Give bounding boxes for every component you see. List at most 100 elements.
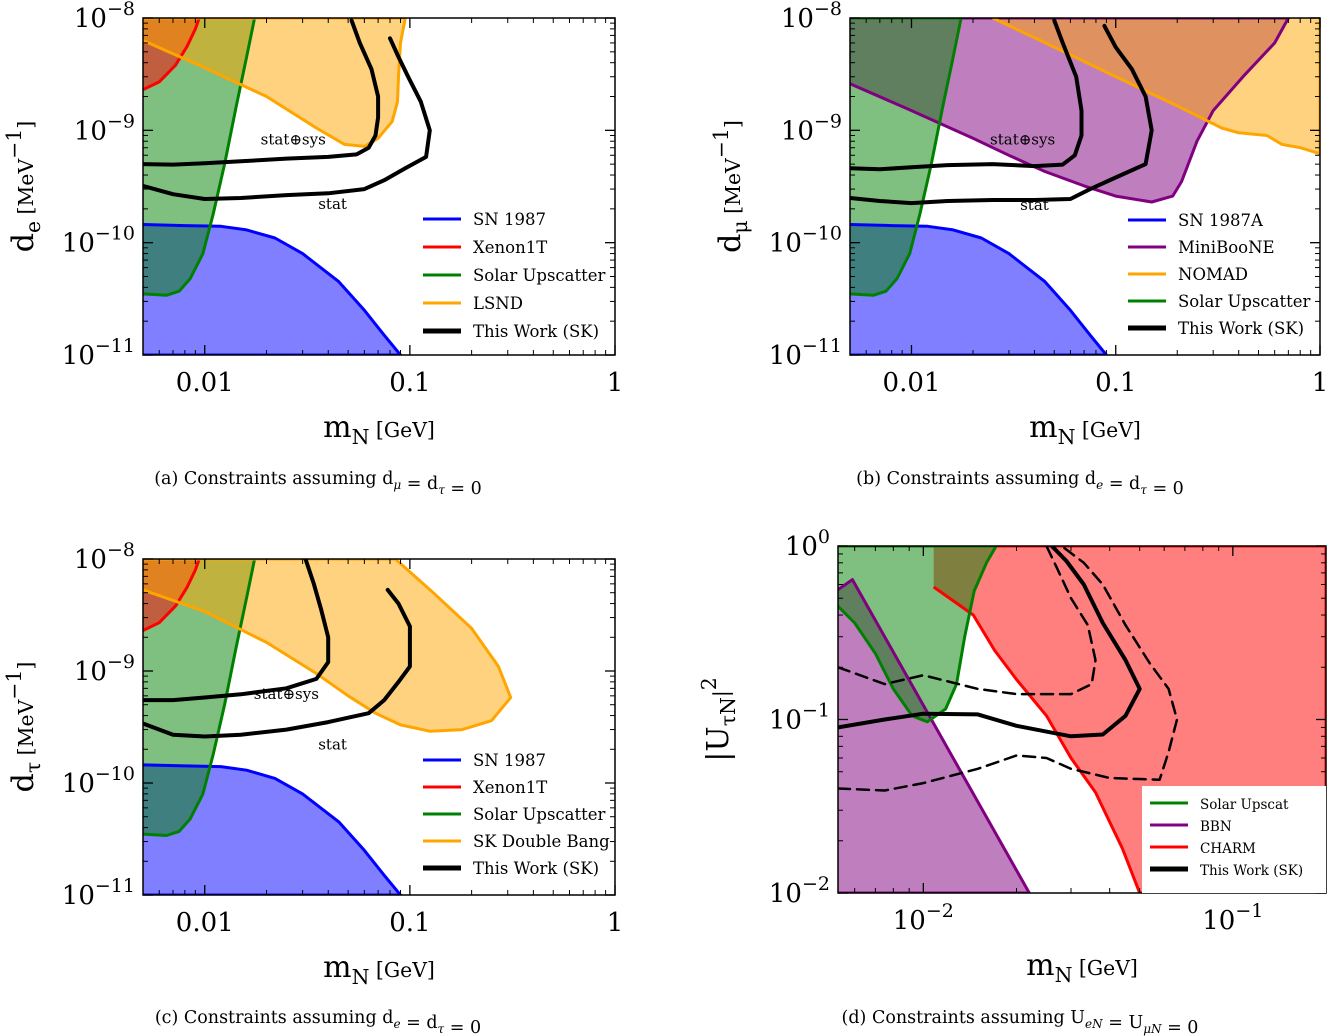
- annotation-stat-sys: stat⊕sys: [254, 685, 319, 703]
- region-edge-solar-upscatter: [143, 18, 257, 297]
- legend-label-sn-1987: SN 1987: [473, 210, 546, 229]
- curve-this-work-sk: [838, 546, 1142, 739]
- plot-frame: [849, 17, 1321, 356]
- legend-label-this-work-sk: This Work (SK): [473, 322, 599, 341]
- region-edge-solar-upscatter: [143, 559, 257, 837]
- legend-label-solar-upscatter: Solar Upscatter: [1178, 292, 1311, 311]
- curve-stat: [850, 23, 1154, 206]
- x-tick-label: 1: [607, 908, 624, 938]
- x-axis-label: mN [GeV]: [1026, 948, 1138, 987]
- curve-this-work-sk-dashed-inner: [838, 546, 1097, 696]
- x-tick-label: 10−1: [1202, 900, 1263, 936]
- legend-label-lsnd: LSND: [473, 294, 523, 313]
- region-edge-sk-double-bang: [143, 559, 513, 733]
- region-edge-xenon1t: [143, 559, 201, 632]
- legend-label-nomad: NOMAD: [1178, 265, 1248, 284]
- legend-label-solar-upscatter: Solar Upscatter: [473, 266, 606, 285]
- legend-label-xenon1t: Xenon1T: [473, 238, 547, 257]
- y-tick-label: 10−10: [769, 223, 842, 259]
- legend-label-miniboone: MiniBooNE: [1178, 238, 1275, 257]
- region-sn-1987: [143, 764, 401, 895]
- y-tick-label: 10−8: [781, 0, 842, 34]
- legend-label-bbn: BBN: [1200, 819, 1232, 835]
- y-axis-label: de [MeV−1]: [2, 121, 45, 252]
- x-tick-label: 0.01: [176, 908, 234, 938]
- y-tick-label: 10−2: [769, 873, 830, 909]
- legend: SN 1987 Xenon1T Solar Upscatter SK Double B…: [423, 751, 610, 878]
- panel-d-chart: 10−2 10−1 10−2 10−1 100 mN [GeV] |UτN|2 Solar U…: [697, 526, 1327, 1036]
- panel-caption: (b) Constraints assuming de = dτ = 0: [856, 469, 1184, 499]
- y-tick-label: 10−10: [62, 223, 135, 259]
- y-axis-label: dτ [MeV−1]: [2, 662, 45, 793]
- curve-stat-sys: [143, 18, 381, 167]
- panel-c-chart: stat⊕sys stat 0.01 0.1 1 10−11 10−10 10−9 10−8 mN…: [2, 539, 623, 1036]
- curve-stat: [143, 587, 412, 739]
- y-axis-label: dμ [MeV−1]: [709, 120, 752, 253]
- y-tick-label: 10−9: [781, 110, 842, 146]
- curve-stat-sys: [850, 18, 1084, 172]
- legend: SN 1987A MiniBooNE NOMAD Solar Upscatter Thi…: [1128, 211, 1311, 338]
- region-sn-1987: [143, 224, 401, 355]
- legend-label-sn-1987: SN 1987: [473, 751, 546, 770]
- region-lsnd: [143, 18, 406, 147]
- x-tick-label: 10−2: [893, 900, 954, 936]
- y-tick-label: 10−11: [62, 335, 135, 371]
- y-tick-label: 10−10: [62, 763, 135, 799]
- annotation-stat: stat: [1020, 196, 1049, 214]
- y-tick-label: 10−8: [74, 0, 135, 34]
- region-nomad: [992, 18, 1320, 154]
- y-tick-label: 10−11: [769, 335, 842, 371]
- panel-caption: (c) Constraints assuming de = dτ = 0: [155, 1008, 481, 1036]
- legend: Solar Upscat BBN CHARM This Work (SK): [1150, 797, 1303, 879]
- panel-a-chart: stat⊕sys stat 0.01 0.1 1 10−11 10−10 10−9 10−8 mN…: [2, 0, 623, 499]
- plot-area: [143, 559, 513, 895]
- region-edge-solar-upscat: [838, 546, 998, 724]
- x-axis-label: mN [GeV]: [323, 950, 435, 989]
- curve-stat-sys: [143, 559, 331, 703]
- legend-label-charm: CHARM: [1200, 841, 1256, 857]
- plot-frame: [142, 17, 616, 356]
- legend-label-solar-upscat: Solar Upscat: [1200, 797, 1289, 813]
- plot-area: [850, 18, 1320, 355]
- x-tick-label: 1: [607, 368, 624, 398]
- region-edge-charm: [932, 546, 1326, 893]
- y-axis-label: |UτN|2: [697, 677, 740, 761]
- y-tick-label: 100: [785, 526, 830, 562]
- plot-frame: [142, 558, 616, 896]
- panel-b-chart: stat⊕sys stat 0.01 0.1 1 10−11 10−10 10−9 10−8 mN…: [709, 0, 1328, 499]
- region-edge-miniboone: [850, 18, 1290, 204]
- region-edge-xenon1t: [143, 18, 201, 92]
- legend-label-xenon1t: Xenon1T: [473, 778, 547, 797]
- curve-stat: [143, 36, 432, 201]
- legend-label-this-work-sk: This Work (SK): [1178, 319, 1304, 338]
- legend: SN 1987 Xenon1T Solar Upscatter LSND This Wo…: [423, 210, 606, 341]
- region-edge-lsnd: [143, 18, 407, 148]
- annotation-stat: stat: [318, 735, 347, 753]
- y-tick-label: 10−1: [769, 700, 830, 736]
- legend-label-sk-double-bang: SK Double Bang: [473, 832, 610, 851]
- y-tick-label: 10−9: [74, 651, 135, 687]
- annotation-stat: stat: [318, 195, 347, 213]
- panel-caption: (d) Constraints assuming UeN = UμN = 0: [842, 1008, 1199, 1036]
- y-tick-label: 10−8: [74, 539, 135, 575]
- legend-label-this-work-sk: This Work (SK): [473, 859, 599, 878]
- legend-label-sn-1987a: SN 1987A: [1178, 211, 1264, 230]
- region-edge-bbn: [838, 578, 1031, 893]
- panel-caption: (a) Constraints assuming dμ = dτ = 0: [154, 469, 482, 499]
- curve-this-work-sk-dashed-outer: [838, 546, 1179, 792]
- annotation-stat-sys: stat⊕sys: [990, 130, 1055, 148]
- x-tick-label: 1: [1312, 368, 1329, 398]
- region-sn-1987a: [850, 224, 1107, 355]
- region-edge-nomad: [992, 18, 1320, 156]
- legend-label-this-work-sk: This Work (SK): [1200, 863, 1303, 879]
- legend-label-solar-upscatter: Solar Upscatter: [473, 805, 606, 824]
- y-tick-label: 10−11: [62, 875, 135, 911]
- annotation-stat-sys: stat⊕sys: [261, 130, 326, 148]
- x-tick-label: 0.1: [389, 368, 430, 398]
- x-tick-label: 0.1: [1095, 368, 1136, 398]
- region-edge-solar-upscatter: [850, 18, 963, 297]
- x-tick-label: 0.1: [389, 908, 430, 938]
- x-axis-label: mN [GeV]: [323, 410, 435, 449]
- x-axis-label: mN [GeV]: [1029, 410, 1141, 449]
